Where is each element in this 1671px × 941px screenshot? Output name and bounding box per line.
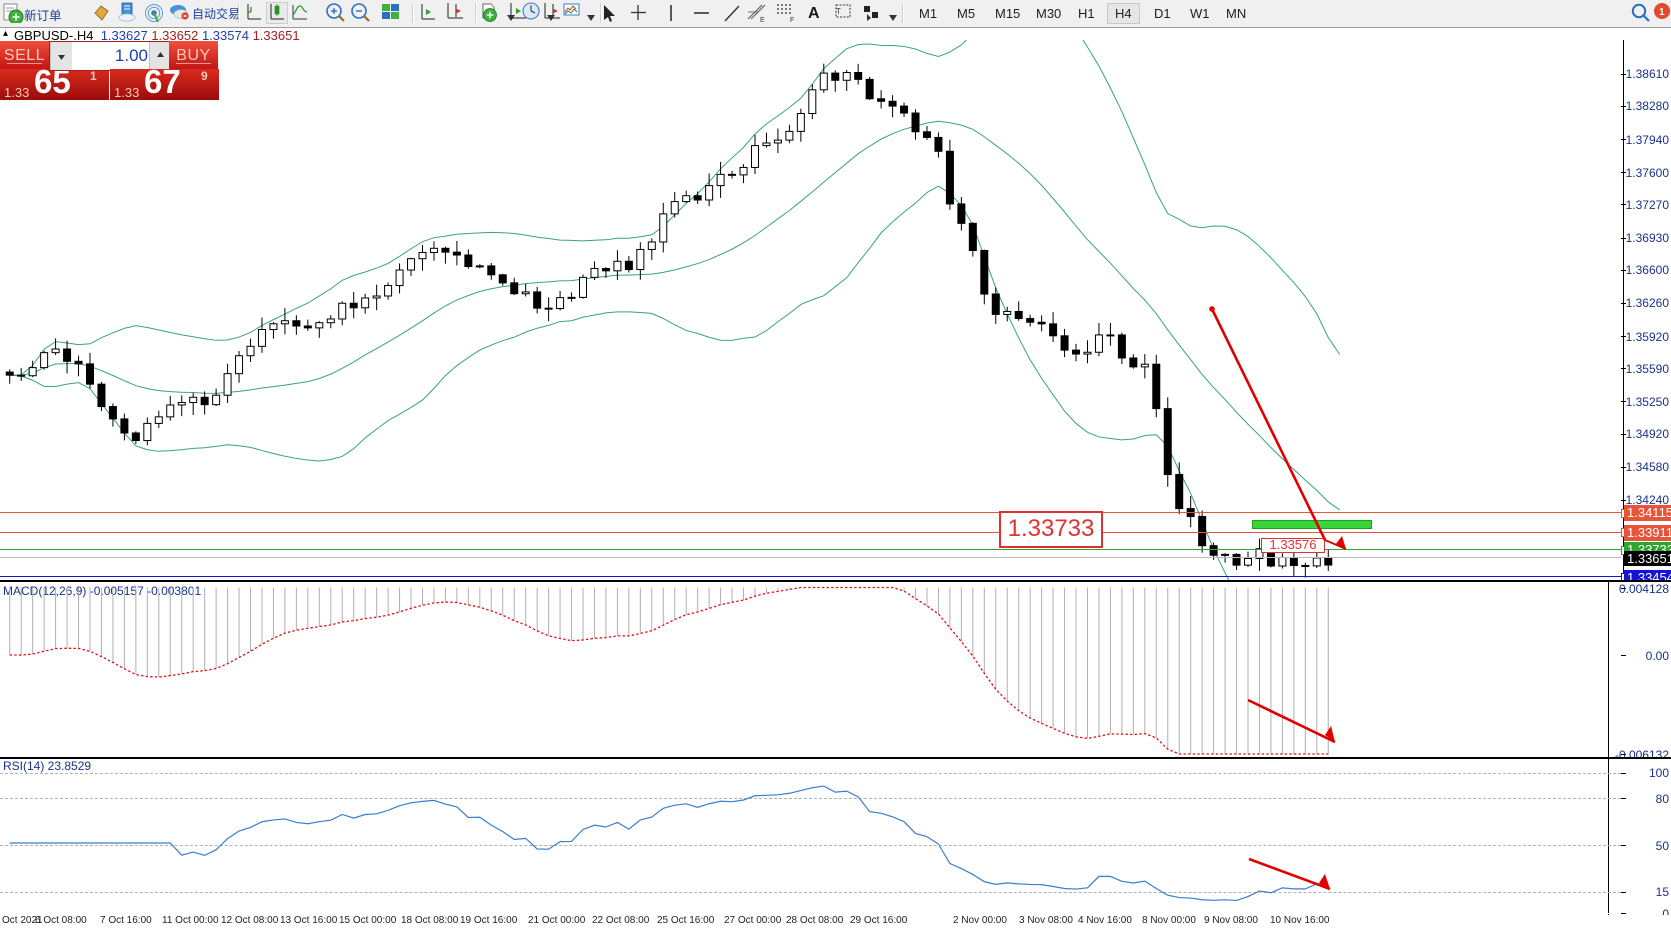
svg-text:E: E xyxy=(760,17,765,23)
svg-text:T: T xyxy=(836,7,841,16)
svg-text:F: F xyxy=(790,17,794,23)
svg-text:1: 1 xyxy=(1659,7,1665,18)
